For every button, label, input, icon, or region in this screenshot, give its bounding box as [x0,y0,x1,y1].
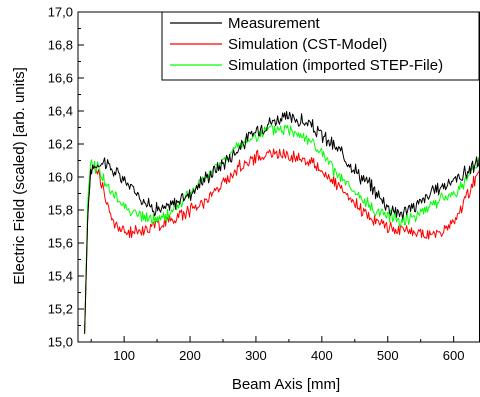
legend-label-2: Simulation (CST-Model) [228,36,387,53]
y-tick-label: 15,4 [48,269,73,284]
y-tick-label: 15,0 [48,335,73,350]
legend-label-1: Measurement [228,15,321,32]
y-axis-title: Electric Field (scaled) [arb. units] [11,67,28,285]
x-tick-label: 400 [311,348,333,363]
y-tick-label: 15,2 [48,302,73,317]
legend-label-3: Simulation (imported STEP-File) [228,57,443,74]
series-layer [84,110,480,334]
x-tick-label: 300 [245,348,267,363]
x-tick-label: 500 [377,348,399,363]
y-tick-label: 17,0 [48,5,73,20]
x-tick-label: 600 [443,348,465,363]
y-tick-label: 16,6 [48,71,73,86]
y-tick-label: 15,6 [48,236,73,251]
series-line-1 [84,110,480,334]
y-tick-label: 15,8 [48,203,73,218]
legend: Measurement Simulation (CST-Model) Simulat… [161,11,480,81]
series-line-2 [84,148,480,334]
x-tick-label: 100 [113,348,135,363]
x-axis-title: Beam Axis [mm] [232,376,340,393]
ticks-layer: 100 200 300 400 500 600 15,0 15,2 15,4 15,6 15,8 16… [48,5,465,364]
y-tick-label: 16,0 [48,170,73,185]
y-tick-label: 16,4 [48,104,73,119]
y-tick-label: 16,2 [48,137,73,152]
legend-items: Measurement Simulation (CST-Model) Simulat… [170,15,443,74]
y-tick-label: 16,8 [48,38,73,53]
series-line-3 [84,124,480,334]
x-tick-label: 200 [179,348,201,363]
